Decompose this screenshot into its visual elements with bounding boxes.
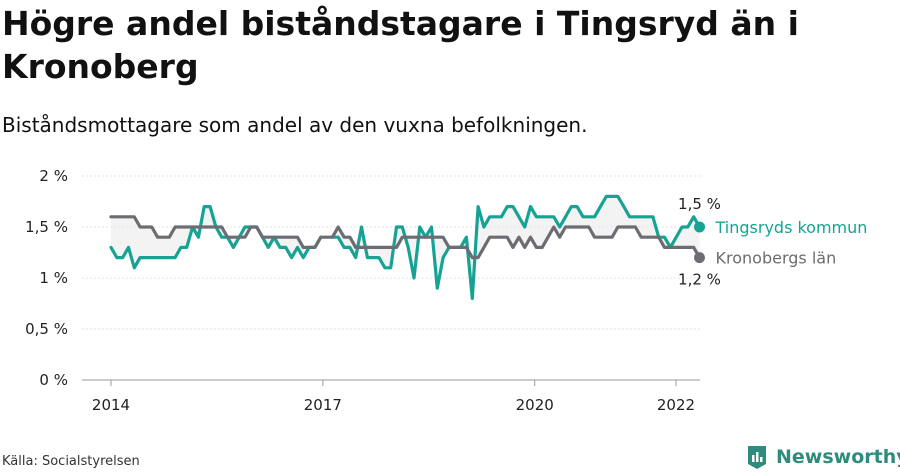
difference-band [111, 196, 700, 299]
gridlines [82, 175, 700, 381]
y-tick-label: 0,5 % [25, 320, 68, 338]
end-value-label: 1,2 % [678, 271, 721, 289]
chart-subtitle: Biståndsmottagare som andel av den vuxna… [2, 113, 588, 137]
brand-logo[interactable]: Newsworthy [746, 443, 900, 471]
series-legend-label: Tingsryds kommun [715, 218, 868, 237]
end-point-marker [694, 252, 705, 264]
x-tick-label: 2020 [516, 396, 554, 414]
end-markers: Tingsryds kommun 1,5 % Kronobergs län 1,2 % [678, 195, 867, 289]
x-tick-label: 2017 [304, 396, 342, 414]
y-tick-label: 2 % [39, 167, 68, 185]
x-tick-label: 2014 [92, 396, 130, 414]
y-axis-ticks: 0 % 0,5 % 1 % 1,5 % 2 % [25, 167, 68, 389]
x-axis: 2014 2017 2020 2022 [92, 380, 695, 414]
series-legend-label: Kronobergs län [716, 249, 837, 268]
source-note: Källa: Socialstyrelsen [2, 454, 140, 469]
end-value-label: 1,5 % [678, 195, 721, 213]
chart-title: Högre andel biståndstagare i Tingsryd än… [2, 4, 799, 86]
series-lines [109, 194, 702, 300]
end-point-marker [694, 221, 705, 233]
series-line-kronoberg [109, 215, 702, 260]
newsworthy-logo-icon [748, 446, 766, 469]
y-tick-label: 1 % [39, 269, 68, 287]
line-chart: 0 % 0,5 % 1 % 1,5 % 2 % 2014 2017 2020 2022 Tin… [25, 167, 867, 414]
y-tick-label: 0 % [39, 371, 68, 389]
brand-name: Newsworthy [776, 446, 900, 468]
y-tick-label: 1,5 % [25, 218, 68, 236]
x-tick-label: 2022 [657, 396, 695, 414]
